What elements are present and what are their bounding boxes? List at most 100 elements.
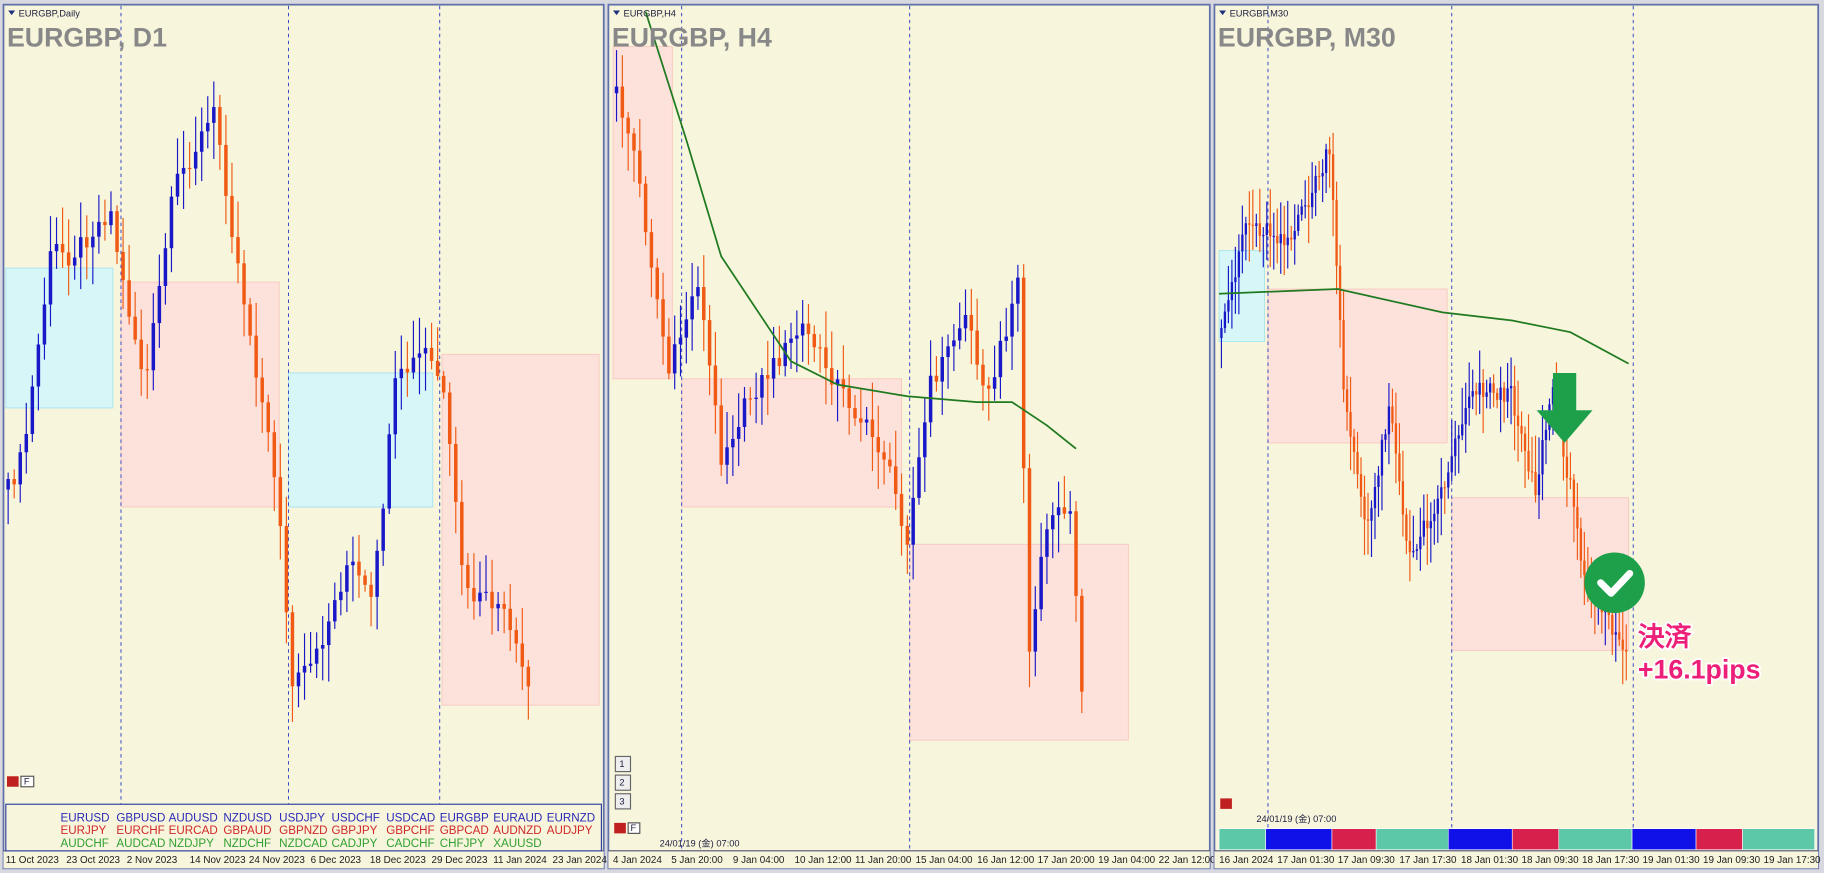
trend-bar-segment	[1631, 828, 1697, 850]
candle-body	[308, 663, 313, 666]
date-label: 4 Jan 2024	[613, 855, 662, 866]
candle-body	[859, 418, 863, 423]
filter-button[interactable]	[20, 775, 35, 788]
trend-bar-segment	[1742, 828, 1815, 850]
candle-body	[508, 608, 512, 631]
candle-body	[1356, 452, 1359, 475]
candle-body	[115, 211, 119, 252]
candle-body	[1468, 396, 1471, 409]
symbol-button[interactable]: CADJPY	[332, 837, 378, 850]
chart-title: EURGBP, M30	[1218, 23, 1396, 53]
candle-body	[1227, 300, 1230, 312]
symbol-button[interactable]: NZDJPY	[169, 837, 214, 850]
candle-body	[1293, 230, 1296, 240]
symbol-button[interactable]: EURAUD	[493, 811, 542, 824]
candle-body	[777, 357, 782, 367]
chart-panel: EURGBP,H4 EURGBP, H4 4 Jan 2024 5 Jan 20:00…	[607, 3, 1216, 870]
candle-body	[278, 477, 283, 527]
candle-body	[103, 221, 107, 226]
candle-body	[806, 323, 811, 335]
candle-body	[266, 402, 270, 433]
demand-zone	[5, 267, 114, 409]
chart-window-label: EURGBP,M30	[1230, 8, 1289, 18]
candle-body	[320, 645, 325, 649]
symbol-button[interactable]: EURUSD	[60, 811, 109, 824]
candle-body	[1440, 487, 1443, 499]
symbol-button[interactable]: AUDJPY	[547, 824, 593, 837]
symbol-button[interactable]: NZDCHF	[223, 837, 271, 850]
candle-body	[66, 252, 71, 266]
period-button[interactable]	[614, 774, 632, 791]
trend-bar-segment	[1447, 828, 1513, 850]
candle-body	[1311, 192, 1314, 208]
candle-body	[1408, 540, 1412, 553]
candle-body	[1010, 303, 1014, 337]
date-label: 17 Jan 20:00	[1038, 855, 1096, 866]
symbol-button[interactable]: GBPAUD	[223, 824, 271, 837]
symbol-button[interactable]: AUDCAD	[116, 837, 165, 850]
close-button[interactable]	[614, 822, 626, 834]
candle-body	[60, 243, 65, 253]
candle-body	[725, 447, 729, 465]
candle-body	[789, 338, 793, 343]
close-button[interactable]	[1220, 798, 1232, 809]
period-button[interactable]	[614, 755, 632, 773]
symbol-button[interactable]: GBPUSD	[116, 811, 165, 824]
symbol-button[interactable]: GBPCHF	[386, 824, 434, 837]
candle-body	[526, 666, 531, 687]
candle-body	[975, 330, 979, 365]
date-label: 18 Dec 2023	[370, 855, 426, 866]
candle-body	[1251, 224, 1254, 226]
candle-body	[290, 612, 295, 687]
candle-body	[841, 379, 846, 389]
symbol-button[interactable]: USDJPY	[279, 811, 325, 824]
candle-body	[1262, 234, 1265, 237]
candle-body	[1611, 614, 1614, 635]
candle-body	[1429, 521, 1432, 529]
symbol-button[interactable]: AUDNZD	[493, 824, 541, 837]
filter-button[interactable]	[627, 822, 641, 834]
date-label: 24 Nov 2023	[249, 855, 305, 866]
trend-bar-segment	[1695, 828, 1743, 850]
chart-panel: EURGBP,Daily EURGBP, D1 11 Oct 2023 23 Oct …	[2, 3, 607, 870]
candle-body	[490, 591, 494, 609]
symbol-button[interactable]: EURGBP	[440, 811, 489, 824]
symbol-button[interactable]: CADCHF	[386, 837, 434, 850]
symbol-button[interactable]: NZDCAD	[279, 837, 327, 850]
candle-body	[357, 561, 361, 576]
candle-body	[632, 133, 636, 151]
symbol-button[interactable]: GBPCAD	[440, 824, 489, 837]
candle-body	[614, 86, 619, 94]
candle-body	[351, 561, 355, 566]
candle-body	[911, 497, 915, 545]
symbol-button[interactable]: EURCAD	[169, 824, 218, 837]
symbol-button[interactable]: AUDUSD	[169, 811, 218, 824]
symbol-button[interactable]: CHFJPY	[440, 837, 485, 850]
symbol-button[interactable]: XAUUSD	[493, 837, 541, 850]
candle-body	[230, 195, 234, 238]
symbol-button[interactable]: EURJPY	[60, 824, 106, 837]
symbol-button[interactable]: AUDCHF	[60, 837, 108, 850]
close-button[interactable]	[6, 776, 19, 787]
candle-body	[766, 375, 770, 379]
candle-body	[363, 575, 367, 585]
moving-average	[1219, 288, 1629, 365]
candle-body	[923, 422, 927, 458]
symbol-button[interactable]: GBPJPY	[332, 824, 378, 837]
candle-body	[795, 335, 799, 339]
candle-body	[998, 340, 1003, 378]
candle-body	[260, 377, 264, 403]
period-button[interactable]	[614, 793, 632, 810]
symbol-button[interactable]: NZDUSD	[223, 811, 271, 824]
trend-bar-segment	[1218, 828, 1266, 850]
symbol-button[interactable]: GBPNZD	[279, 824, 327, 837]
symbol-button[interactable]: EURCHF	[116, 824, 164, 837]
symbol-button[interactable]: USDCAD	[386, 811, 435, 824]
candle-body	[1321, 173, 1324, 177]
symbol-button[interactable]: USDCHF	[332, 811, 380, 824]
date-label: 29 Dec 2023	[432, 855, 488, 866]
candle-body	[1307, 205, 1310, 208]
moving-average	[644, 11, 1077, 450]
candle-body	[339, 591, 343, 601]
symbol-button[interactable]: EURNZD	[547, 811, 595, 824]
